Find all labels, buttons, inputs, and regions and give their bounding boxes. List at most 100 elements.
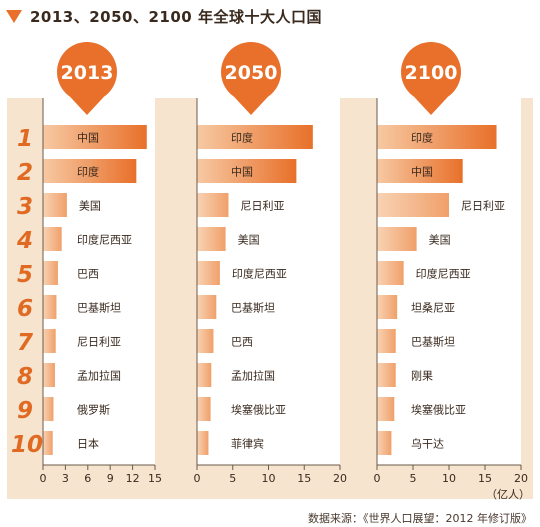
bar [197,363,212,387]
bar [43,125,147,149]
chart-title-row: 2013、2050、2100 年全球十大人口国 [6,4,322,28]
bar [377,261,404,285]
bar-label: 巴基斯坦 [231,301,275,315]
bar-label: 尼日利亚 [240,200,284,213]
bar-label: 尼日利亚 [461,200,505,213]
bar-label: 孟加拉国 [77,369,121,383]
rank-label: 3 [17,194,33,220]
x-tick-label: 0 [374,472,381,485]
bar [377,363,396,387]
bar [197,227,226,251]
year-label: 2100 [405,62,458,84]
x-tick-label: 20 [333,472,347,485]
bar-label: 巴基斯坦 [77,301,121,315]
bar [377,397,395,421]
bar-label: 刚果 [411,370,433,383]
bar-label: 尼日利亚 [77,336,121,349]
x-tick-label: 0 [40,472,47,485]
bar-label: 乌干达 [411,437,444,451]
x-tick-label: 5 [410,472,417,485]
bar-label: 巴基斯坦 [411,335,455,349]
bar [197,159,297,183]
rank-label: 7 [17,330,33,356]
bar-label: 埃塞俄比亚 [411,403,466,417]
x-tick-label: 10 [442,472,456,485]
bar [43,329,56,353]
bar [43,159,137,183]
title-triangle-icon [6,9,22,23]
bar-label: 中国 [231,166,253,179]
bar-label: 巴西 [231,336,253,349]
bar [43,431,53,455]
x-tick-label: 3 [62,472,69,485]
bar [197,397,211,421]
x-tick-label: 15 [148,472,162,485]
bar [43,363,55,387]
bar [377,295,398,319]
x-tick-label: 20 [514,472,528,485]
rank-label: 10 [11,432,43,458]
source-note: 数据来源：《世界人口展望：2012 年修订版》 [308,512,532,525]
x-tick-label: 0 [194,472,201,485]
bar [197,261,220,285]
bar [377,159,463,183]
bar [197,431,209,455]
bar-label: 美国 [238,234,260,247]
year-bubble-pointer [414,97,448,115]
bar [377,329,396,353]
bar-label: 日本 [77,437,99,451]
year-bubble [57,42,117,102]
bar [377,125,497,149]
bar-label: 俄罗斯 [77,404,110,417]
year-label: 2013 [61,62,114,84]
rank-label: 6 [17,296,33,322]
unit-label: （亿人） [486,488,530,501]
x-tick-label: 15 [297,472,311,485]
year-bubble-pointer [70,97,104,115]
rank-label: 9 [17,398,33,424]
year-bubble-pointer [234,97,268,115]
rank-label: 8 [17,364,33,390]
bar [43,397,54,421]
x-tick-label: 10 [262,472,276,485]
bar [197,125,313,149]
bar-label: 印度 [411,131,433,145]
rank-label: 2 [17,160,33,186]
x-tick-label: 15 [478,472,492,485]
bar [43,193,67,217]
x-tick-label: 9 [107,472,114,485]
bar [197,329,214,353]
year-bubble [221,42,281,102]
rank-label: 4 [16,228,33,254]
bar-label: 美国 [79,200,101,213]
bar-label: 印度尼西亚 [232,267,287,281]
bar [377,227,417,251]
bar-label: 埃塞俄比亚 [231,403,286,417]
bar-label: 印度 [77,165,99,179]
bar-label: 印度尼西亚 [416,267,471,281]
bar [197,193,229,217]
bar-label: 菲律宾 [231,437,264,451]
bar-label: 巴西 [77,268,99,281]
bar-label: 坦桑尼亚 [411,301,455,315]
bar [43,295,57,319]
bar [377,431,392,455]
bar [43,261,58,285]
rank-label: 5 [17,262,33,288]
bar [377,193,449,217]
x-tick-label: 5 [229,472,236,485]
bar-label: 中国 [411,166,433,179]
bar-label: 孟加拉国 [231,369,275,383]
bar-label: 印度 [231,131,253,145]
bar-label: 美国 [429,234,451,247]
year-label: 2050 [225,62,278,84]
rank-label: 1 [17,126,33,152]
year-bubble [401,42,461,102]
bar-label: 中国 [77,132,99,145]
chart-title: 2013、2050、2100 年全球十大人口国 [30,7,322,26]
bar-label: 印度尼西亚 [77,233,132,247]
